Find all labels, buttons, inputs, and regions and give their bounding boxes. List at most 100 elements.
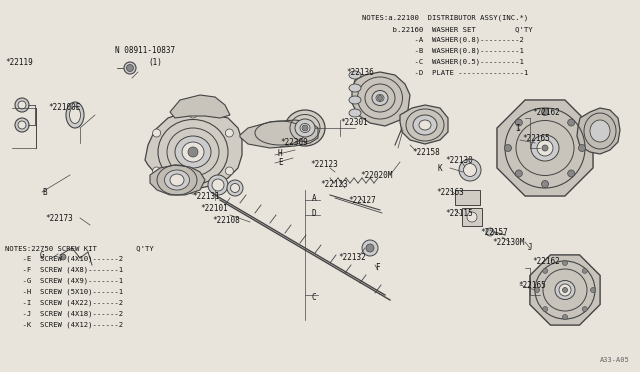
Circle shape bbox=[515, 170, 522, 177]
Ellipse shape bbox=[66, 102, 84, 128]
Circle shape bbox=[366, 244, 374, 252]
Text: *22108: *22108 bbox=[212, 215, 240, 224]
Text: -B  WASHER(0.8)---------1: -B WASHER(0.8)---------1 bbox=[362, 48, 524, 54]
Circle shape bbox=[582, 269, 588, 273]
Text: (1): (1) bbox=[148, 58, 162, 67]
Circle shape bbox=[124, 62, 136, 74]
Text: A: A bbox=[312, 193, 317, 202]
Ellipse shape bbox=[376, 94, 384, 102]
Circle shape bbox=[362, 240, 378, 256]
Text: *22301: *22301 bbox=[340, 118, 368, 126]
Text: *22162: *22162 bbox=[532, 257, 560, 266]
Polygon shape bbox=[462, 208, 482, 226]
Text: *22123: *22123 bbox=[320, 180, 348, 189]
Circle shape bbox=[541, 180, 548, 187]
Text: -D  PLATE ---------------1: -D PLATE ---------------1 bbox=[362, 70, 528, 76]
Polygon shape bbox=[150, 165, 205, 195]
Text: *22123: *22123 bbox=[310, 160, 338, 169]
Circle shape bbox=[152, 129, 161, 137]
Circle shape bbox=[60, 254, 66, 260]
Text: b.22160  WASHER SET         Q'TY: b.22160 WASHER SET Q'TY bbox=[362, 26, 532, 32]
Circle shape bbox=[189, 110, 197, 118]
Text: *22101: *22101 bbox=[200, 203, 228, 212]
Circle shape bbox=[15, 118, 29, 132]
Ellipse shape bbox=[300, 124, 310, 132]
Text: *22163: *22163 bbox=[436, 187, 464, 196]
Circle shape bbox=[543, 269, 548, 273]
Polygon shape bbox=[352, 72, 410, 126]
Circle shape bbox=[537, 140, 553, 156]
Ellipse shape bbox=[349, 71, 361, 79]
Text: *22165: *22165 bbox=[518, 280, 546, 289]
Circle shape bbox=[486, 228, 494, 236]
Text: K: K bbox=[438, 164, 443, 173]
Text: *22130: *22130 bbox=[445, 155, 473, 164]
Text: -G  SCREW (4X9)-------1: -G SCREW (4X9)-------1 bbox=[5, 278, 123, 284]
Polygon shape bbox=[577, 108, 620, 154]
Ellipse shape bbox=[285, 110, 325, 146]
Ellipse shape bbox=[208, 175, 228, 195]
Circle shape bbox=[534, 288, 540, 292]
Text: *22130M: *22130M bbox=[492, 237, 524, 247]
Ellipse shape bbox=[175, 136, 211, 168]
Text: G: G bbox=[40, 250, 45, 260]
Ellipse shape bbox=[372, 90, 388, 106]
Text: -F  SCREW (4X8)-------1: -F SCREW (4X8)-------1 bbox=[5, 267, 123, 273]
Circle shape bbox=[515, 119, 522, 126]
Text: *22115: *22115 bbox=[445, 208, 473, 218]
Ellipse shape bbox=[230, 183, 239, 192]
Ellipse shape bbox=[227, 180, 243, 196]
Circle shape bbox=[543, 307, 548, 312]
Text: *22136: *22136 bbox=[346, 67, 374, 77]
Text: -J  SCREW (4X18)------2: -J SCREW (4X18)------2 bbox=[5, 311, 123, 317]
Ellipse shape bbox=[419, 120, 431, 130]
Circle shape bbox=[504, 144, 511, 151]
Text: *22173: *22173 bbox=[45, 214, 73, 222]
Polygon shape bbox=[400, 105, 448, 144]
Polygon shape bbox=[530, 255, 600, 325]
Polygon shape bbox=[240, 120, 318, 148]
Text: N 08911-10837: N 08911-10837 bbox=[115, 45, 175, 55]
Text: D: D bbox=[312, 208, 317, 218]
Circle shape bbox=[582, 307, 588, 312]
Ellipse shape bbox=[349, 84, 361, 92]
Ellipse shape bbox=[459, 159, 481, 181]
Text: *22127: *22127 bbox=[348, 196, 376, 205]
Circle shape bbox=[127, 64, 134, 71]
Text: *22157: *22157 bbox=[480, 228, 508, 237]
Ellipse shape bbox=[164, 170, 189, 190]
Ellipse shape bbox=[295, 119, 315, 137]
Circle shape bbox=[568, 170, 575, 177]
Circle shape bbox=[15, 98, 29, 112]
Text: J: J bbox=[528, 244, 532, 253]
Ellipse shape bbox=[349, 96, 361, 104]
Text: *22131: *22131 bbox=[192, 192, 220, 201]
Text: I: I bbox=[515, 124, 520, 132]
Circle shape bbox=[18, 121, 26, 129]
Text: *22132: *22132 bbox=[338, 253, 365, 263]
Text: F: F bbox=[375, 263, 380, 273]
Text: *22165: *22165 bbox=[522, 134, 550, 142]
Circle shape bbox=[568, 119, 575, 126]
Circle shape bbox=[542, 145, 548, 151]
Circle shape bbox=[302, 125, 308, 131]
Circle shape bbox=[18, 101, 26, 109]
Text: -E  SCREW (4X10)------2: -E SCREW (4X10)------2 bbox=[5, 256, 123, 262]
Circle shape bbox=[563, 260, 568, 266]
Polygon shape bbox=[170, 95, 230, 118]
Circle shape bbox=[563, 314, 568, 320]
Ellipse shape bbox=[170, 174, 184, 186]
Ellipse shape bbox=[463, 164, 477, 176]
Polygon shape bbox=[497, 100, 593, 196]
Circle shape bbox=[591, 288, 595, 292]
Polygon shape bbox=[455, 190, 480, 205]
Circle shape bbox=[152, 167, 161, 175]
Text: *22119: *22119 bbox=[5, 58, 33, 67]
Circle shape bbox=[559, 284, 571, 296]
Circle shape bbox=[225, 167, 234, 175]
Text: H: H bbox=[278, 148, 283, 157]
Ellipse shape bbox=[555, 280, 575, 299]
Text: *22158: *22158 bbox=[412, 148, 440, 157]
Ellipse shape bbox=[70, 106, 81, 124]
Ellipse shape bbox=[531, 135, 559, 161]
